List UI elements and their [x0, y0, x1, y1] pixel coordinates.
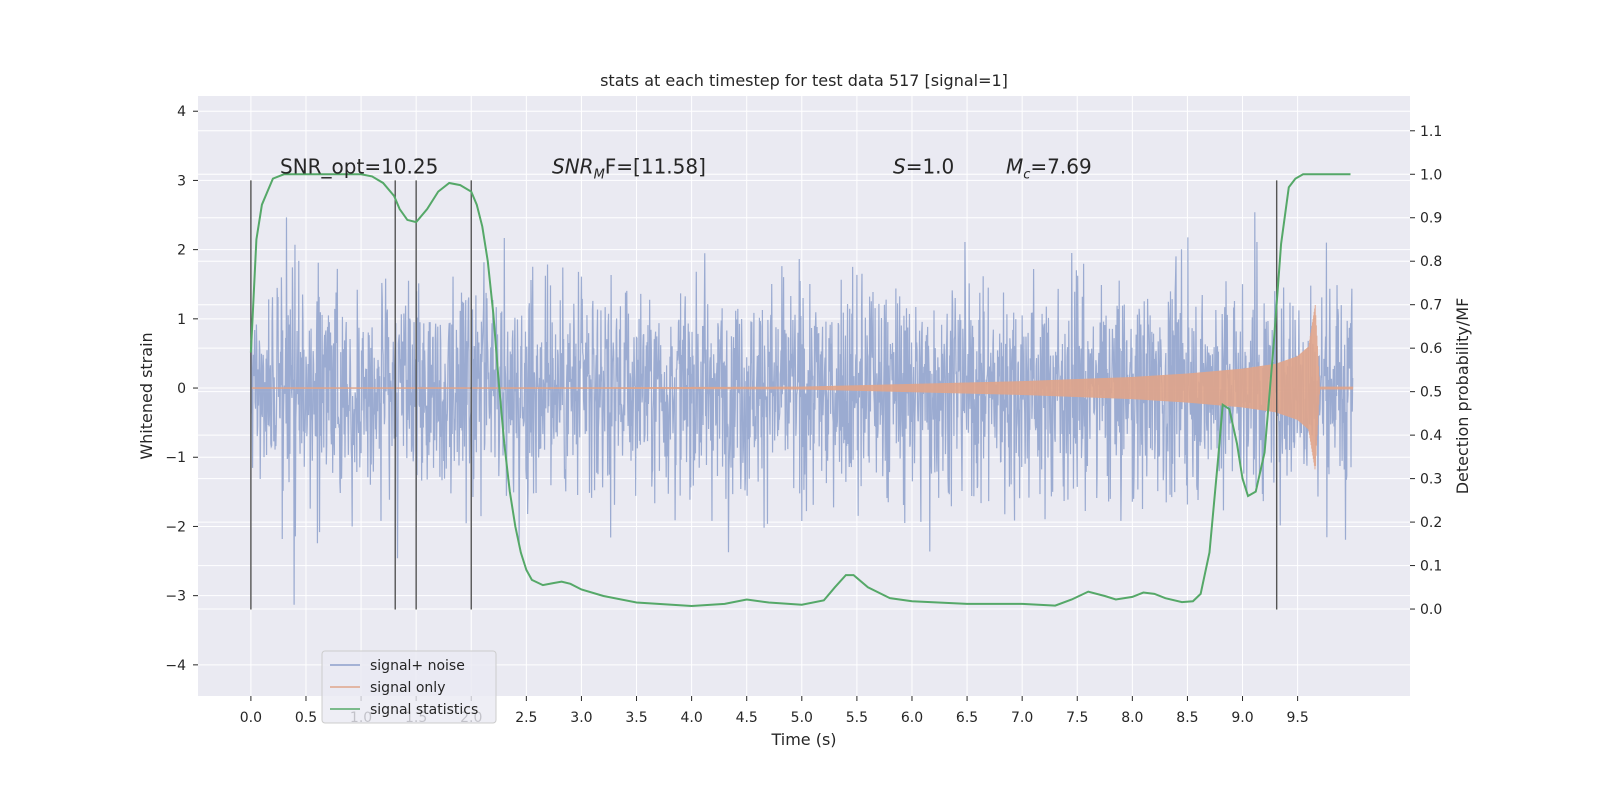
legend: signal+ noise signal only signal statist… [321, 650, 497, 724]
y-right-tick-label: 0.4 [1420, 428, 1442, 444]
x-tick-label: 8.0 [1121, 710, 1143, 726]
annotation-snr-mf-main: SNR [552, 155, 594, 179]
y-left-tick-label: −2 [165, 519, 186, 535]
annotation-snr-mf: SNRMF=[11.58] [552, 155, 706, 183]
legend-box [321, 650, 497, 724]
legend-label-signal-statistics: signal statistics [370, 702, 478, 718]
signal-only-series [250, 304, 1354, 470]
x-tick-label: 7.5 [1066, 710, 1088, 726]
x-tick-label: 4.5 [736, 710, 758, 726]
x-tick-label: 4.0 [680, 710, 702, 726]
signal-only-line [250, 304, 1354, 470]
annotation-mc-sub: c [1023, 168, 1030, 183]
signal-statistics-series [249, 173, 1351, 608]
x-tick-label: 2.5 [515, 710, 537, 726]
y-left-tick-label: −4 [165, 658, 186, 674]
x-tick-label: 6.5 [956, 710, 978, 726]
y-left-tick-label: −1 [165, 450, 186, 466]
y-axis-right: 0.0 0.1 0.2 0.3 0.4 0.5 0.6 0.7 0.8 0.9 1.0 1.1 [1410, 124, 1442, 618]
y-right-tick-label: 1.1 [1420, 124, 1442, 140]
x-tick-label: 8.5 [1176, 710, 1198, 726]
y-right-tick-label: 0.8 [1420, 254, 1442, 270]
x-tick-label: 3.0 [570, 710, 592, 726]
y-left-tick-label: 2 [177, 243, 186, 259]
annotation-mc-rest: =7.69 [1030, 155, 1091, 179]
y-axis-left: −4 −3 −2 −1 0 1 2 3 4 [165, 104, 198, 674]
y-right-tick-label: 1.0 [1420, 167, 1442, 183]
annotation-snr-opt: SNR_opt=10.25 [280, 155, 438, 179]
y-axis-label-left: Whitened strain [137, 332, 156, 459]
x-tick-label: 7.0 [1011, 710, 1033, 726]
annotation-mc: Mc=7.69 [1006, 155, 1092, 183]
y-right-tick-label: 0.7 [1420, 298, 1442, 314]
chart-title: stats at each timestep for test data 517… [600, 71, 1008, 90]
y-right-tick-label: 0.9 [1420, 211, 1442, 227]
y-left-tick-label: 0 [177, 381, 186, 397]
y-left-tick-label: −3 [165, 589, 186, 605]
annotation-snr-mf-rest: F=[11.58] [605, 155, 706, 179]
annotation-s: S=1.0 [893, 155, 954, 179]
y-left-tick-label: 1 [177, 312, 186, 328]
x-axis-label: Time (s) [770, 730, 836, 749]
signal-statistics-line [249, 173, 1351, 608]
y-left-tick-label: 4 [177, 104, 186, 120]
y-right-tick-label: 0.1 [1420, 559, 1442, 575]
signal-noise-line [250, 212, 1354, 605]
vertical-markers [250, 180, 1278, 610]
x-tick-label: 9.0 [1231, 710, 1253, 726]
y-axis-label-right: Detection probability/MF [1453, 298, 1472, 495]
legend-label-signal-noise: signal+ noise [370, 658, 465, 674]
y-right-tick-label: 0.6 [1420, 341, 1442, 357]
x-tick-label: 5.0 [791, 710, 813, 726]
x-tick-label: 0.5 [295, 710, 317, 726]
x-tick-label: 5.5 [846, 710, 868, 726]
x-tick-label: 6.0 [901, 710, 923, 726]
x-tick-label: 3.5 [625, 710, 647, 726]
legend-label-signal-only: signal only [370, 680, 445, 696]
annotation-mc-main: M [1006, 155, 1023, 179]
y-left-tick-label: 3 [177, 173, 186, 189]
y-right-tick-label: 0.5 [1420, 385, 1442, 401]
annotation-snr-mf-sub: M [594, 168, 605, 183]
signal-noise-series [250, 212, 1354, 605]
annotation-s-rest: =1.0 [906, 155, 955, 179]
x-tick-label: 0.0 [240, 710, 262, 726]
y-right-tick-label: 0.3 [1420, 472, 1442, 488]
y-right-tick-label: 0.2 [1420, 515, 1442, 531]
y-right-tick-label: 0.0 [1420, 602, 1442, 618]
annotation-s-main: S [893, 155, 906, 179]
x-tick-label: 9.5 [1286, 710, 1308, 726]
